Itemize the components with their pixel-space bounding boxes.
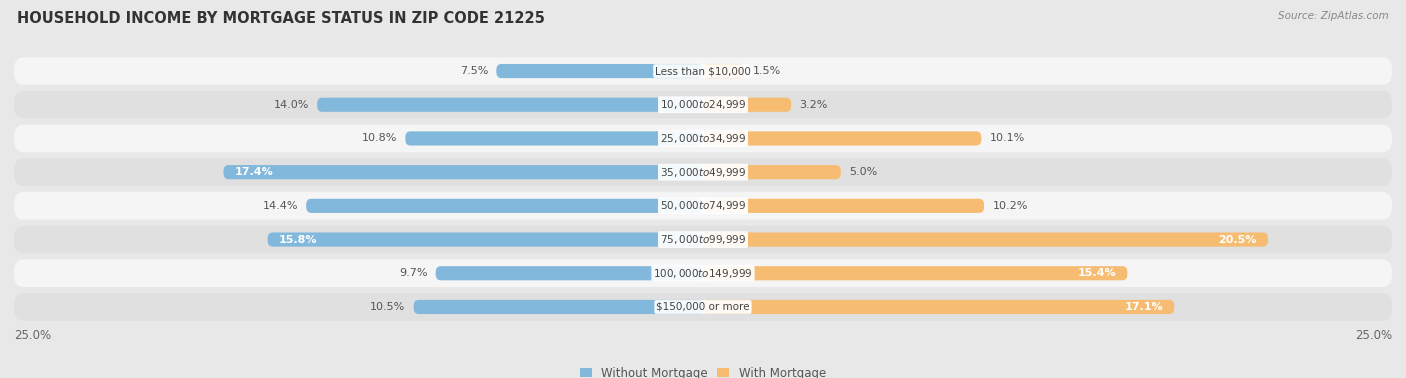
Text: 25.0%: 25.0% [14, 329, 51, 342]
FancyBboxPatch shape [703, 199, 984, 213]
Text: 7.5%: 7.5% [460, 66, 488, 76]
FancyBboxPatch shape [14, 158, 1392, 186]
FancyBboxPatch shape [703, 132, 981, 146]
FancyBboxPatch shape [224, 165, 703, 179]
FancyBboxPatch shape [436, 266, 703, 280]
FancyBboxPatch shape [14, 192, 1392, 220]
Text: $50,000 to $74,999: $50,000 to $74,999 [659, 199, 747, 212]
Text: $75,000 to $99,999: $75,000 to $99,999 [659, 233, 747, 246]
Text: 14.4%: 14.4% [263, 201, 298, 211]
Text: 15.4%: 15.4% [1078, 268, 1116, 278]
Text: 10.1%: 10.1% [990, 133, 1025, 143]
Text: 20.5%: 20.5% [1219, 235, 1257, 245]
Text: 25.0%: 25.0% [1355, 329, 1392, 342]
Text: 10.5%: 10.5% [370, 302, 405, 312]
Text: 17.4%: 17.4% [235, 167, 273, 177]
FancyBboxPatch shape [14, 91, 1392, 119]
Text: 15.8%: 15.8% [278, 235, 318, 245]
Legend: Without Mortgage, With Mortgage: Without Mortgage, With Mortgage [575, 362, 831, 378]
Text: 17.1%: 17.1% [1125, 302, 1163, 312]
FancyBboxPatch shape [14, 226, 1392, 253]
FancyBboxPatch shape [14, 293, 1392, 321]
FancyBboxPatch shape [405, 132, 703, 146]
Text: 9.7%: 9.7% [399, 268, 427, 278]
FancyBboxPatch shape [703, 98, 792, 112]
FancyBboxPatch shape [14, 57, 1392, 85]
Text: $10,000 to $24,999: $10,000 to $24,999 [659, 98, 747, 111]
Text: HOUSEHOLD INCOME BY MORTGAGE STATUS IN ZIP CODE 21225: HOUSEHOLD INCOME BY MORTGAGE STATUS IN Z… [17, 11, 544, 26]
FancyBboxPatch shape [703, 232, 1268, 246]
Text: Source: ZipAtlas.com: Source: ZipAtlas.com [1278, 11, 1389, 21]
Text: 10.2%: 10.2% [993, 201, 1028, 211]
Text: $25,000 to $34,999: $25,000 to $34,999 [659, 132, 747, 145]
FancyBboxPatch shape [267, 232, 703, 246]
FancyBboxPatch shape [14, 259, 1392, 287]
Text: Less than $10,000: Less than $10,000 [655, 66, 751, 76]
FancyBboxPatch shape [703, 64, 744, 78]
Text: $100,000 to $149,999: $100,000 to $149,999 [654, 267, 752, 280]
FancyBboxPatch shape [413, 300, 703, 314]
FancyBboxPatch shape [307, 199, 703, 213]
Text: 1.5%: 1.5% [752, 66, 780, 76]
Text: $35,000 to $49,999: $35,000 to $49,999 [659, 166, 747, 179]
Text: 3.2%: 3.2% [800, 100, 828, 110]
Text: 14.0%: 14.0% [274, 100, 309, 110]
Text: 10.8%: 10.8% [361, 133, 396, 143]
FancyBboxPatch shape [496, 64, 703, 78]
FancyBboxPatch shape [703, 165, 841, 179]
FancyBboxPatch shape [703, 266, 1128, 280]
FancyBboxPatch shape [318, 98, 703, 112]
FancyBboxPatch shape [703, 300, 1174, 314]
Text: $150,000 or more: $150,000 or more [657, 302, 749, 312]
FancyBboxPatch shape [14, 125, 1392, 152]
Text: 5.0%: 5.0% [849, 167, 877, 177]
